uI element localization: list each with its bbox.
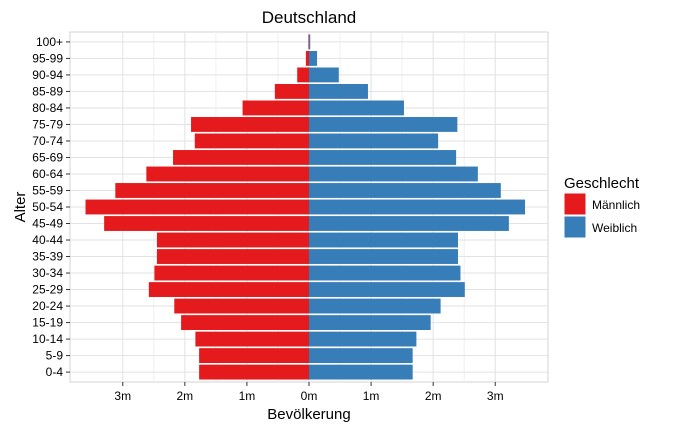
legend-title: Geschlecht [564,175,640,192]
y-tick-label: 45-49 [32,217,63,231]
bar-weiblich-45-49 [309,216,509,231]
y-tick-label: 15-19 [32,316,63,330]
y-tick-label: 35-39 [32,250,63,264]
bar-weiblich-35-39 [309,249,458,264]
x-tick-label: 0m [301,389,318,403]
y-tick-label: 40-44 [32,233,63,247]
legend-label-weiblich: Weiblich [592,221,637,235]
legend-label-maennlich: Männlich [592,198,640,212]
bar-maennlich-60-64 [146,166,309,182]
legend-swatch-weiblich [563,215,587,239]
bar-weiblich-15-19 [309,315,431,330]
x-axis: 3m 2m 1m 0m 1m 2m 3m [114,382,504,403]
bar-maennlich-80-84 [242,100,309,116]
x-tick-label: 2m [425,389,442,403]
y-tick-label: 10-14 [32,332,63,346]
bar-weiblich-0-4 [309,364,413,380]
x-tick-label: 1m [363,389,380,403]
plot-area [69,31,549,383]
bar-maennlich-65-69 [173,150,309,165]
bar-weiblich-100+ [309,34,311,50]
bar-maennlich-55-59 [115,183,309,198]
bar-maennlich-25-29 [148,282,309,297]
x-tick-label: 3m [114,389,131,403]
y-tick-label: 70-74 [32,134,63,148]
bar-weiblich-10-14 [309,331,417,347]
bar-maennlich-30-34 [154,265,309,281]
bar-maennlich-90-94 [297,67,309,83]
bar-maennlich-40-44 [156,232,309,248]
legend: Geschlecht Männlich Weiblich [563,175,640,239]
bar-maennlich-15-19 [181,315,309,330]
x-tick-label: 3m [487,389,504,403]
bar-weiblich-95-99 [309,50,318,66]
bars-group [85,34,526,380]
bar-weiblich-25-29 [309,282,465,297]
bar-maennlich-95-99 [305,50,309,66]
bar-weiblich-85-89 [309,84,368,99]
y-tick-label: 80-84 [32,101,63,115]
bar-weiblich-70-74 [309,133,439,149]
y-tick-label: 20-24 [32,299,63,313]
bar-maennlich-85-89 [274,84,309,99]
bar-maennlich-70-74 [194,133,309,149]
x-tick-label: 2m [177,389,194,403]
y-tick-label: 95-99 [32,51,63,65]
bar-weiblich-65-69 [309,150,457,165]
bar-maennlich-75-79 [191,117,309,132]
legend-swatch-maennlich [563,192,587,216]
bar-weiblich-90-94 [309,67,339,83]
bar-weiblich-60-64 [309,166,478,182]
y-tick-label: 50-54 [32,200,63,214]
bar-weiblich-30-34 [309,265,461,281]
bar-maennlich-5-9 [199,348,309,364]
x-axis-title: Bevölkerung [267,406,350,423]
bar-maennlich-10-14 [195,331,309,347]
bar-weiblich-55-59 [309,183,501,198]
y-tick-label: 0-4 [46,365,64,379]
x-tick-label: 1m [239,389,256,403]
bar-weiblich-20-24 [309,298,441,314]
bar-maennlich-45-49 [104,216,310,231]
bar-weiblich-75-79 [309,117,458,132]
bar-weiblich-40-44 [309,232,458,248]
bar-maennlich-0-4 [199,364,309,380]
y-tick-label: 85-89 [32,84,63,98]
y-tick-label: 55-59 [32,183,63,197]
bar-maennlich-35-39 [156,249,309,264]
bar-weiblich-5-9 [309,348,413,364]
y-axis-title: Alter [12,192,29,223]
y-tick-label: 5-9 [46,349,64,363]
y-tick-label: 90-94 [32,68,63,82]
y-tick-label: 65-69 [32,150,63,164]
y-tick-label: 30-34 [32,266,63,280]
y-tick-label: 60-64 [32,167,63,181]
y-tick-label: 100+ [36,35,63,49]
y-axis: 0-4 5-9 10-14 15-19 20-24 25-29 30-34 35-39 40-4… [32,35,70,379]
bar-weiblich-80-84 [309,100,404,116]
y-tick-label: 75-79 [32,117,63,131]
bar-maennlich-100+ [308,34,310,50]
bar-weiblich-50-54 [309,199,526,215]
bar-maennlich-20-24 [174,298,309,314]
chart-title: Deutschland [262,8,357,27]
y-tick-label: 25-29 [32,283,63,297]
bar-maennlich-50-54 [85,199,310,215]
